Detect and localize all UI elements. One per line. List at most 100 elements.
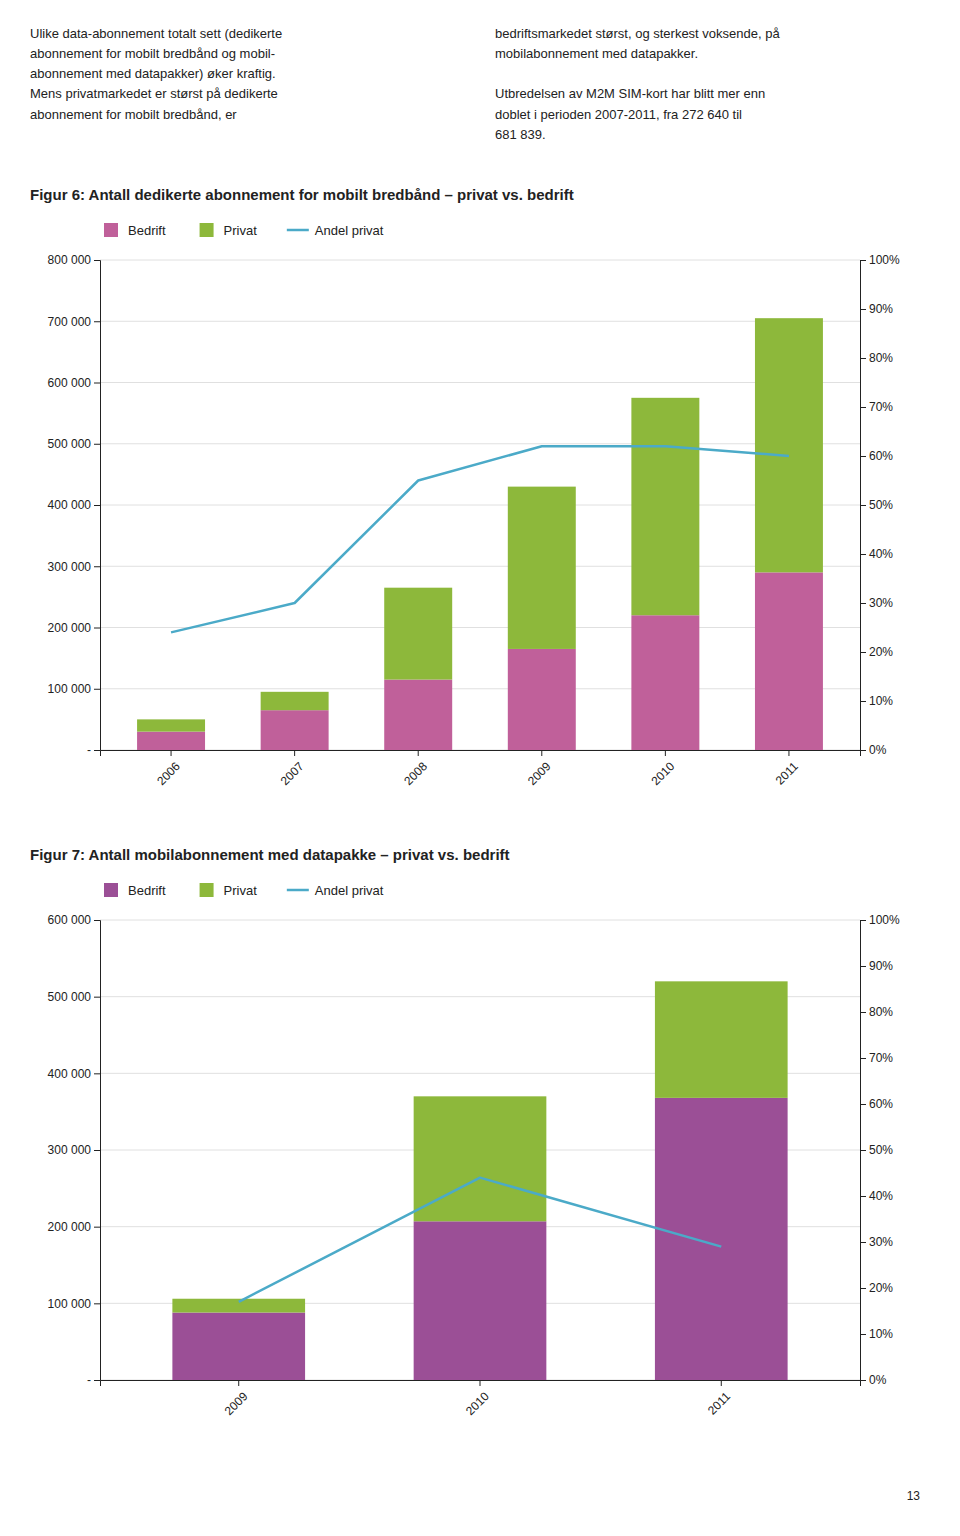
tick: 500 000 — [48, 437, 100, 451]
tick-label: 2006 — [154, 759, 183, 788]
tick: 2006 — [154, 750, 183, 788]
tick-mark — [860, 966, 866, 967]
bar — [414, 1221, 547, 1380]
legend-swatch — [200, 883, 214, 897]
y2-axis: 0%10%20%30%40%50%60%70%80%90%100% — [860, 913, 900, 1387]
tick-mark — [860, 260, 866, 261]
tick: 10% — [860, 694, 893, 708]
tick-mark — [860, 554, 866, 555]
tick: 0% — [860, 743, 887, 757]
tick: 200 000 — [48, 621, 100, 635]
axis-line — [861, 921, 867, 1381]
tick-mark — [860, 1012, 866, 1013]
tick-label: 50% — [869, 498, 893, 512]
body-text: Ulike data-abonnement totalt sett (dedik… — [30, 24, 460, 125]
legend-label: Bedrift — [128, 883, 166, 898]
tick-label: 70% — [869, 1051, 893, 1065]
bar — [631, 398, 699, 615]
axis-line — [861, 261, 867, 751]
bar — [508, 487, 576, 649]
tick: 200 000 — [48, 1220, 100, 1234]
tick-label: 30% — [869, 596, 893, 610]
tick: 50% — [860, 498, 893, 512]
tick-label: 200 000 — [48, 1220, 92, 1234]
bar — [384, 680, 452, 750]
text-area: Ulike data-abonnement totalt sett (dedik… — [30, 24, 930, 184]
tick-label: 400 000 — [48, 1067, 92, 1081]
tick-label: 80% — [869, 1005, 893, 1019]
tick-mark — [860, 1334, 866, 1335]
tick: 70% — [860, 400, 893, 414]
legend: Bedrift Privat Andel privat — [104, 883, 384, 898]
tick-label: 60% — [869, 449, 893, 463]
chart: Figur 6: Antall dedikerte abonnement for… — [30, 186, 900, 788]
tick-mark — [94, 997, 100, 998]
tick-mark — [860, 1196, 866, 1197]
tick: 2010 — [648, 750, 677, 788]
tick-mark — [94, 1227, 100, 1228]
tick-mark — [860, 920, 866, 921]
legend-swatch — [287, 889, 309, 892]
tick-label: 500 000 — [48, 990, 92, 1004]
tick-label: 100 000 — [48, 1297, 92, 1311]
tick: 2009 — [525, 750, 554, 788]
tick-mark — [860, 456, 866, 457]
tick-label: 40% — [869, 1189, 893, 1203]
tick: 10% — [860, 1327, 893, 1341]
page-svg: Figur 6: Antall dedikerte abonnement for… — [0, 0, 960, 1536]
legend-label: Bedrift — [128, 223, 166, 238]
tick: 90% — [860, 959, 893, 973]
tick: 2008 — [401, 750, 430, 788]
legend-swatch — [200, 223, 214, 237]
legend-item: Privat — [200, 223, 258, 238]
tick-mark — [860, 1150, 866, 1151]
tick-label: 2009 — [222, 1389, 251, 1418]
body-text: bedriftsmarkedet størst, og sterkest vok… — [495, 24, 925, 145]
y-axis: -100 000200 000300 000400 000500 000600 … — [48, 253, 101, 757]
axis-line — [101, 1381, 861, 1387]
tick-label: 40% — [869, 547, 893, 561]
legend-item: Bedrift — [104, 883, 166, 898]
grid-line — [100, 688, 860, 689]
chart: Figur 7: Antall mobilabonnement med data… — [30, 846, 900, 1418]
legend-item: Bedrift — [104, 223, 166, 238]
plot-area — [172, 981, 787, 1380]
tick-mark — [94, 1150, 100, 1151]
tick-label: 2011 — [773, 759, 801, 787]
tick-label: 10% — [869, 694, 893, 708]
tick: 2011 — [773, 750, 801, 788]
tick: 50% — [860, 1143, 893, 1157]
tick-mark — [94, 1380, 100, 1381]
tick-mark — [860, 358, 866, 359]
legend-swatch — [287, 229, 309, 232]
tick: 600 000 — [48, 376, 100, 390]
tick-mark — [94, 383, 100, 384]
bar — [261, 710, 329, 750]
tick: 2011 — [705, 1380, 733, 1418]
tick-label: - — [87, 1373, 91, 1387]
tick: 600 000 — [48, 913, 100, 927]
tick-label: 800 000 — [48, 253, 92, 267]
tick: 20% — [860, 645, 893, 659]
legend-label: Andel privat — [315, 883, 384, 898]
tick-mark — [480, 1380, 481, 1386]
tick-mark — [94, 1303, 100, 1304]
tick-mark — [94, 750, 100, 751]
y2-axis: 0%10%20%30%40%50%60%70%80%90%100% — [860, 253, 900, 757]
tick: 40% — [860, 1189, 893, 1203]
tick-label: 50% — [869, 1143, 893, 1157]
tick-label: 400 000 — [48, 498, 92, 512]
bar — [261, 692, 329, 710]
plot-area — [137, 318, 823, 750]
legend-label: Privat — [224, 883, 258, 898]
axis-line — [94, 261, 101, 751]
tick-mark — [860, 701, 866, 702]
chart-title: Figur 7: Antall mobilabonnement med data… — [30, 846, 510, 863]
grid-line — [100, 566, 860, 567]
bar — [755, 318, 823, 572]
tick-mark — [94, 260, 100, 261]
tick-label: 20% — [869, 645, 893, 659]
tick-label: 300 000 — [48, 1143, 92, 1157]
tick: 60% — [860, 449, 893, 463]
legend-item: Andel privat — [287, 223, 384, 238]
